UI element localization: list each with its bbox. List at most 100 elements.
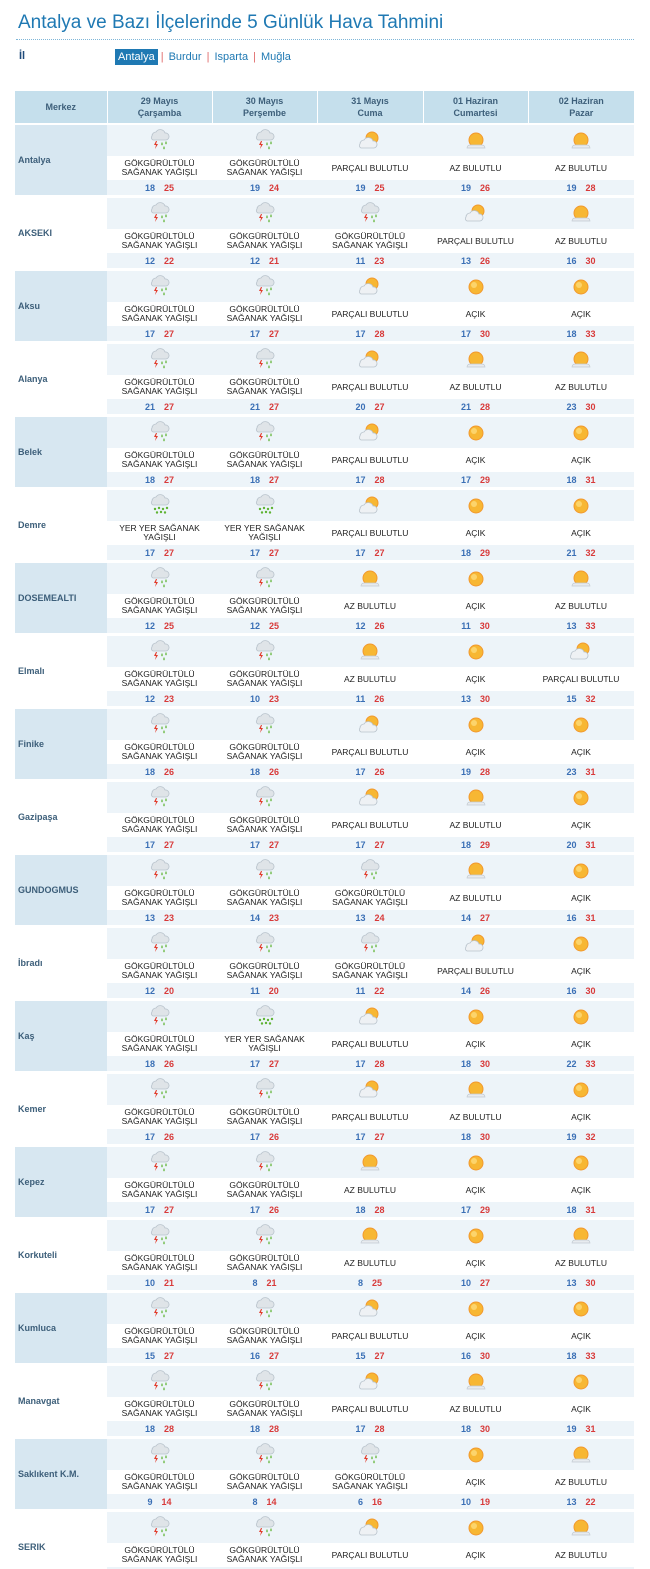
city-name[interactable]: SERIK (15, 1512, 107, 1569)
table-row: AKSEKI (15, 198, 634, 269)
partly-cloudy-icon (358, 1005, 382, 1029)
weather-icon-cell (107, 1293, 212, 1324)
max-temp: 21 (164, 1277, 175, 1288)
city-name[interactable]: Kemer (15, 1074, 107, 1145)
max-temp: 27 (164, 839, 175, 850)
city-name[interactable]: Gazipaşa (15, 782, 107, 853)
city-name[interactable]: GUNDOGMUS (15, 855, 107, 926)
province-tab-antalya[interactable]: Antalya (115, 49, 158, 65)
max-temp: 25 (164, 620, 175, 631)
city-name[interactable]: İbradı (15, 928, 107, 999)
city-name[interactable]: Kaş (15, 1001, 107, 1072)
max-temp: 21 (266, 1277, 277, 1288)
thunder-rain-icon (148, 1515, 172, 1540)
temperature-cell: 17 27 (107, 326, 212, 341)
weather-icon-cell (317, 636, 423, 667)
weather-description: PARÇALI BULUTLU (317, 1105, 423, 1129)
weather-description: AZ BULUTLU (528, 229, 634, 253)
city-name[interactable]: DOSEMEALTI (15, 563, 107, 634)
province-tab-burdur[interactable]: Burdur (168, 51, 202, 63)
city-name[interactable]: Manavgat (15, 1366, 107, 1437)
weather-description: AÇIK (528, 448, 634, 472)
weather-description: AZ BULUTLU (528, 156, 634, 180)
thunder-rain-icon (148, 1223, 172, 1248)
thunder-rain-icon (148, 566, 172, 591)
province-tab-mugla[interactable]: Muğla (260, 51, 291, 63)
sun-icon (569, 1370, 593, 1394)
weather-description: GÖKGÜRÜLTÜLÜ SAĞANAK YAĞIŞLI (212, 448, 317, 472)
weather-icon-cell (212, 344, 317, 375)
temperature-cell: 14 23 (212, 910, 317, 925)
table-row: GÖKGÜRÜLTÜLÜ SAĞANAK YAĞIŞLI GÖKGÜRÜLTÜLÜ… (15, 156, 634, 180)
temperature-cell: 12 25 (212, 618, 317, 633)
weather-icon-cell (423, 782, 528, 813)
city-name[interactable]: Belek (15, 417, 107, 488)
sun-icon (569, 932, 593, 956)
table-row: GÖKGÜRÜLTÜLÜ SAĞANAK YAĞIŞLI GÖKGÜRÜLTÜLÜ… (15, 1543, 634, 1567)
weather-icon-cell (528, 198, 634, 229)
min-temp: 12 (249, 255, 260, 266)
partly-cloudy-icon (358, 275, 382, 299)
thunder-rain-icon (253, 347, 277, 372)
weather-icon-cell (212, 417, 317, 448)
table-row: 17 27 17 27 17 27 18 29 21 32 (15, 545, 634, 560)
thunder-rain-icon (358, 1442, 382, 1467)
table-row: GÖKGÜRÜLTÜLÜ SAĞANAK YAĞIŞLI GÖKGÜRÜLTÜLÜ… (15, 229, 634, 253)
min-temp: 18 (144, 182, 155, 193)
temperature-cell: 17 27 (212, 326, 317, 341)
weather-icon-cell (317, 1074, 423, 1105)
title-divider (16, 39, 634, 40)
sun-icon (569, 786, 593, 810)
weather-description: AÇIK (423, 1251, 528, 1275)
temperature-cell: 18 28 (212, 1421, 317, 1436)
temperature-cell: 8 25 (317, 1275, 423, 1290)
day-date: 02 Haziran (558, 96, 604, 106)
weather-description: AÇIK (423, 521, 528, 545)
temperature-cell: 11 23 (317, 253, 423, 268)
max-temp: 27 (269, 474, 280, 485)
min-temp: 23 (566, 401, 577, 412)
thunder-rain-icon (253, 1077, 277, 1102)
max-temp: 27 (164, 1350, 175, 1361)
max-temp: 31 (585, 1423, 596, 1434)
city-name[interactable]: Kepez (15, 1147, 107, 1218)
weather-icon-cell (212, 490, 317, 521)
city-name[interactable]: Kumluca (15, 1293, 107, 1364)
weather-icon-cell (423, 1147, 528, 1178)
temperature-cell: 13 22 (528, 1494, 634, 1509)
min-temp: 19 (460, 766, 471, 777)
min-temp: 11 (355, 693, 366, 704)
sun-icon (569, 494, 593, 518)
weather-description: GÖKGÜRÜLTÜLÜ SAĞANAK YAĞIŞLI (107, 1178, 212, 1202)
weather-description: PARÇALI BULUTLU (423, 229, 528, 253)
city-name[interactable]: Aksu (15, 271, 107, 342)
thunder-rain-icon (148, 1442, 172, 1467)
min-temp: 20 (566, 839, 577, 850)
thunder-rain-icon (253, 712, 277, 737)
city-name[interactable]: Demre (15, 490, 107, 561)
table-row: SERIK (15, 1512, 634, 1569)
city-name[interactable]: Korkuteli (15, 1220, 107, 1291)
city-name[interactable]: Saklıkent K.M. (15, 1439, 107, 1510)
max-temp: 27 (374, 1350, 385, 1361)
city-name[interactable]: AKSEKI (15, 198, 107, 269)
weather-icon-cell (423, 271, 528, 302)
weather-icon-cell (528, 1293, 634, 1324)
city-name[interactable]: Alanya (15, 344, 107, 415)
table-row: 18 26 17 27 17 28 18 30 22 33 (15, 1056, 634, 1071)
table-row: Saklıkent K.M. (15, 1439, 634, 1510)
weather-description: GÖKGÜRÜLTÜLÜ SAĞANAK YAĞIŞLI (212, 302, 317, 326)
weather-description: AÇIK (423, 1543, 528, 1567)
province-tab-isparta[interactable]: Isparta (214, 51, 249, 63)
weather-description: PARÇALI BULUTLU (317, 521, 423, 545)
city-name[interactable]: Elmalı (15, 636, 107, 707)
min-temp: 18 (144, 1423, 155, 1434)
city-name[interactable]: Antalya (15, 125, 107, 196)
city-name[interactable]: Finike (15, 709, 107, 780)
min-temp: 16 (249, 1350, 260, 1361)
mostly-sunny-icon (358, 567, 382, 591)
thunder-rain-icon (253, 201, 277, 226)
weather-icon-cell (423, 490, 528, 521)
